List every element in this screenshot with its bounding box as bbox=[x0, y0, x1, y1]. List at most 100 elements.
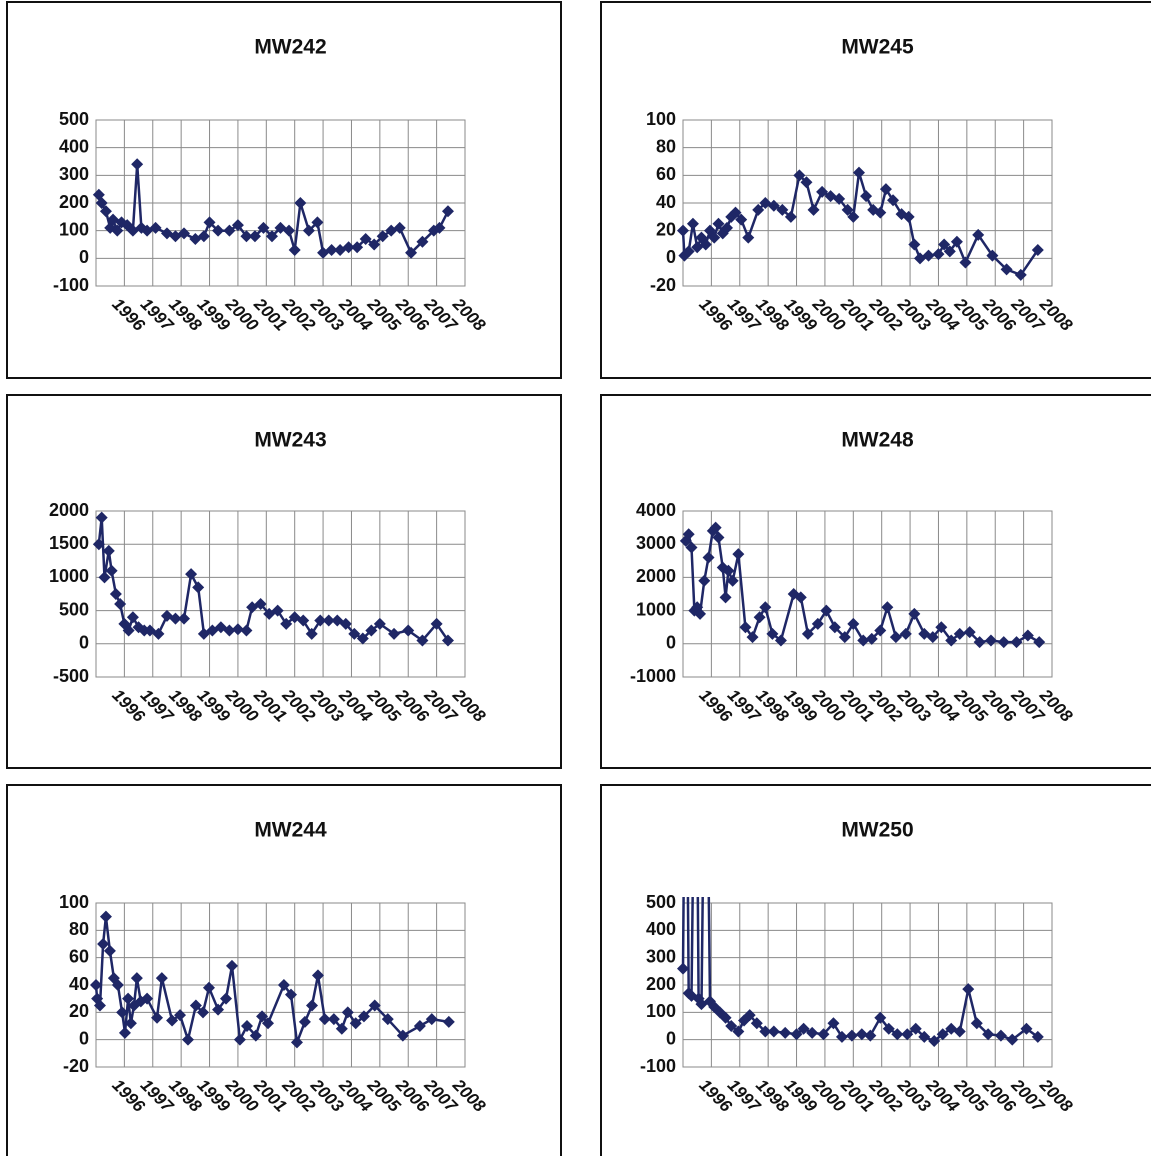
data-point bbox=[855, 1028, 868, 1041]
data-point bbox=[807, 203, 820, 216]
data-point bbox=[241, 1020, 254, 1032]
y-tick-label: 1500 bbox=[49, 533, 89, 553]
data-point bbox=[277, 979, 290, 991]
y-tick-label: -500 bbox=[53, 666, 89, 686]
data-point bbox=[311, 969, 324, 982]
chart-title: MW243 bbox=[254, 429, 326, 452]
data-point bbox=[442, 1015, 455, 1028]
data-point bbox=[793, 169, 806, 182]
data-point bbox=[889, 631, 902, 644]
data-point bbox=[928, 1035, 941, 1048]
data-point bbox=[1020, 1022, 1033, 1035]
data-point bbox=[102, 544, 115, 557]
data-point bbox=[1014, 268, 1027, 281]
y-tick-label: 100 bbox=[59, 892, 89, 912]
data-point bbox=[712, 217, 725, 230]
data-point bbox=[953, 1025, 966, 1038]
data-point bbox=[174, 1009, 187, 1022]
y-tick-label: 200 bbox=[646, 974, 676, 994]
data-point bbox=[388, 627, 401, 640]
data-point bbox=[348, 627, 361, 640]
data-point bbox=[953, 627, 966, 640]
data-point bbox=[283, 224, 296, 237]
data-point bbox=[806, 1026, 819, 1039]
data-point bbox=[685, 541, 698, 554]
series bbox=[90, 910, 455, 1049]
y-tick-label: 300 bbox=[646, 946, 676, 966]
data-point bbox=[141, 992, 154, 1005]
data-point bbox=[256, 1010, 269, 1023]
y-tick-label: 0 bbox=[666, 633, 676, 653]
data-point bbox=[118, 1026, 131, 1039]
data-point bbox=[817, 1028, 830, 1041]
data-point bbox=[97, 938, 110, 950]
data-point bbox=[874, 1011, 887, 1024]
series bbox=[92, 158, 454, 259]
data-point bbox=[265, 230, 278, 243]
data-point bbox=[959, 256, 972, 269]
data-point bbox=[155, 972, 168, 985]
data-point bbox=[177, 612, 190, 625]
y-tick-label: 60 bbox=[656, 164, 676, 184]
data-point bbox=[926, 631, 939, 644]
data-point bbox=[433, 221, 446, 234]
data-point bbox=[712, 531, 725, 544]
data-point bbox=[816, 185, 829, 198]
data-point bbox=[943, 245, 956, 258]
data-point bbox=[212, 1003, 225, 1016]
data-point bbox=[271, 604, 284, 617]
data-point bbox=[185, 568, 198, 581]
data-point bbox=[335, 1022, 348, 1035]
y-tick-label: 20 bbox=[69, 1001, 89, 1021]
data-point bbox=[828, 621, 841, 634]
data-point bbox=[746, 631, 759, 644]
data-point bbox=[430, 617, 443, 630]
data-point bbox=[950, 235, 963, 248]
data-point bbox=[365, 624, 378, 637]
y-tick-label: -20 bbox=[63, 1056, 89, 1076]
data-point bbox=[130, 972, 143, 985]
data-point bbox=[416, 235, 429, 248]
data-point bbox=[845, 1029, 858, 1042]
data-point bbox=[122, 624, 135, 637]
data-point bbox=[351, 241, 364, 254]
data-point bbox=[918, 1030, 931, 1043]
data-point bbox=[166, 1014, 179, 1027]
data-point bbox=[109, 588, 122, 600]
data-point bbox=[152, 627, 165, 640]
y-tick-label: 500 bbox=[646, 892, 676, 912]
data-point bbox=[909, 1022, 922, 1035]
data-point bbox=[425, 1013, 438, 1026]
y-tick-label: 100 bbox=[59, 219, 89, 239]
y-tick-label: 20 bbox=[656, 219, 676, 239]
data-point bbox=[99, 205, 112, 218]
data-point bbox=[902, 210, 915, 223]
data-point bbox=[881, 601, 894, 614]
data-point bbox=[922, 249, 935, 262]
y-tick-label: 500 bbox=[59, 599, 89, 619]
y-tick-label: 0 bbox=[666, 1028, 676, 1048]
data-point bbox=[682, 528, 695, 541]
data-point bbox=[972, 228, 985, 241]
data-point bbox=[262, 1017, 275, 1030]
data-point bbox=[359, 232, 372, 245]
plot-area bbox=[95, 510, 466, 678]
data-point bbox=[750, 1017, 763, 1030]
data-point bbox=[297, 614, 310, 627]
data-point bbox=[240, 624, 253, 637]
data-point bbox=[1000, 263, 1013, 276]
data-point bbox=[105, 564, 118, 577]
y-tick-label: 0 bbox=[79, 633, 89, 653]
data-point bbox=[820, 604, 833, 617]
data-point bbox=[373, 617, 386, 630]
data-point bbox=[742, 231, 755, 244]
data-point bbox=[739, 621, 752, 634]
data-point bbox=[285, 988, 298, 1001]
data-point bbox=[441, 634, 454, 647]
data-point bbox=[280, 617, 293, 630]
y-tick-label: 1000 bbox=[49, 566, 89, 586]
data-point bbox=[794, 591, 807, 604]
data-point bbox=[698, 574, 711, 587]
y-tick-label: 4000 bbox=[636, 500, 676, 520]
data-point bbox=[759, 601, 772, 614]
